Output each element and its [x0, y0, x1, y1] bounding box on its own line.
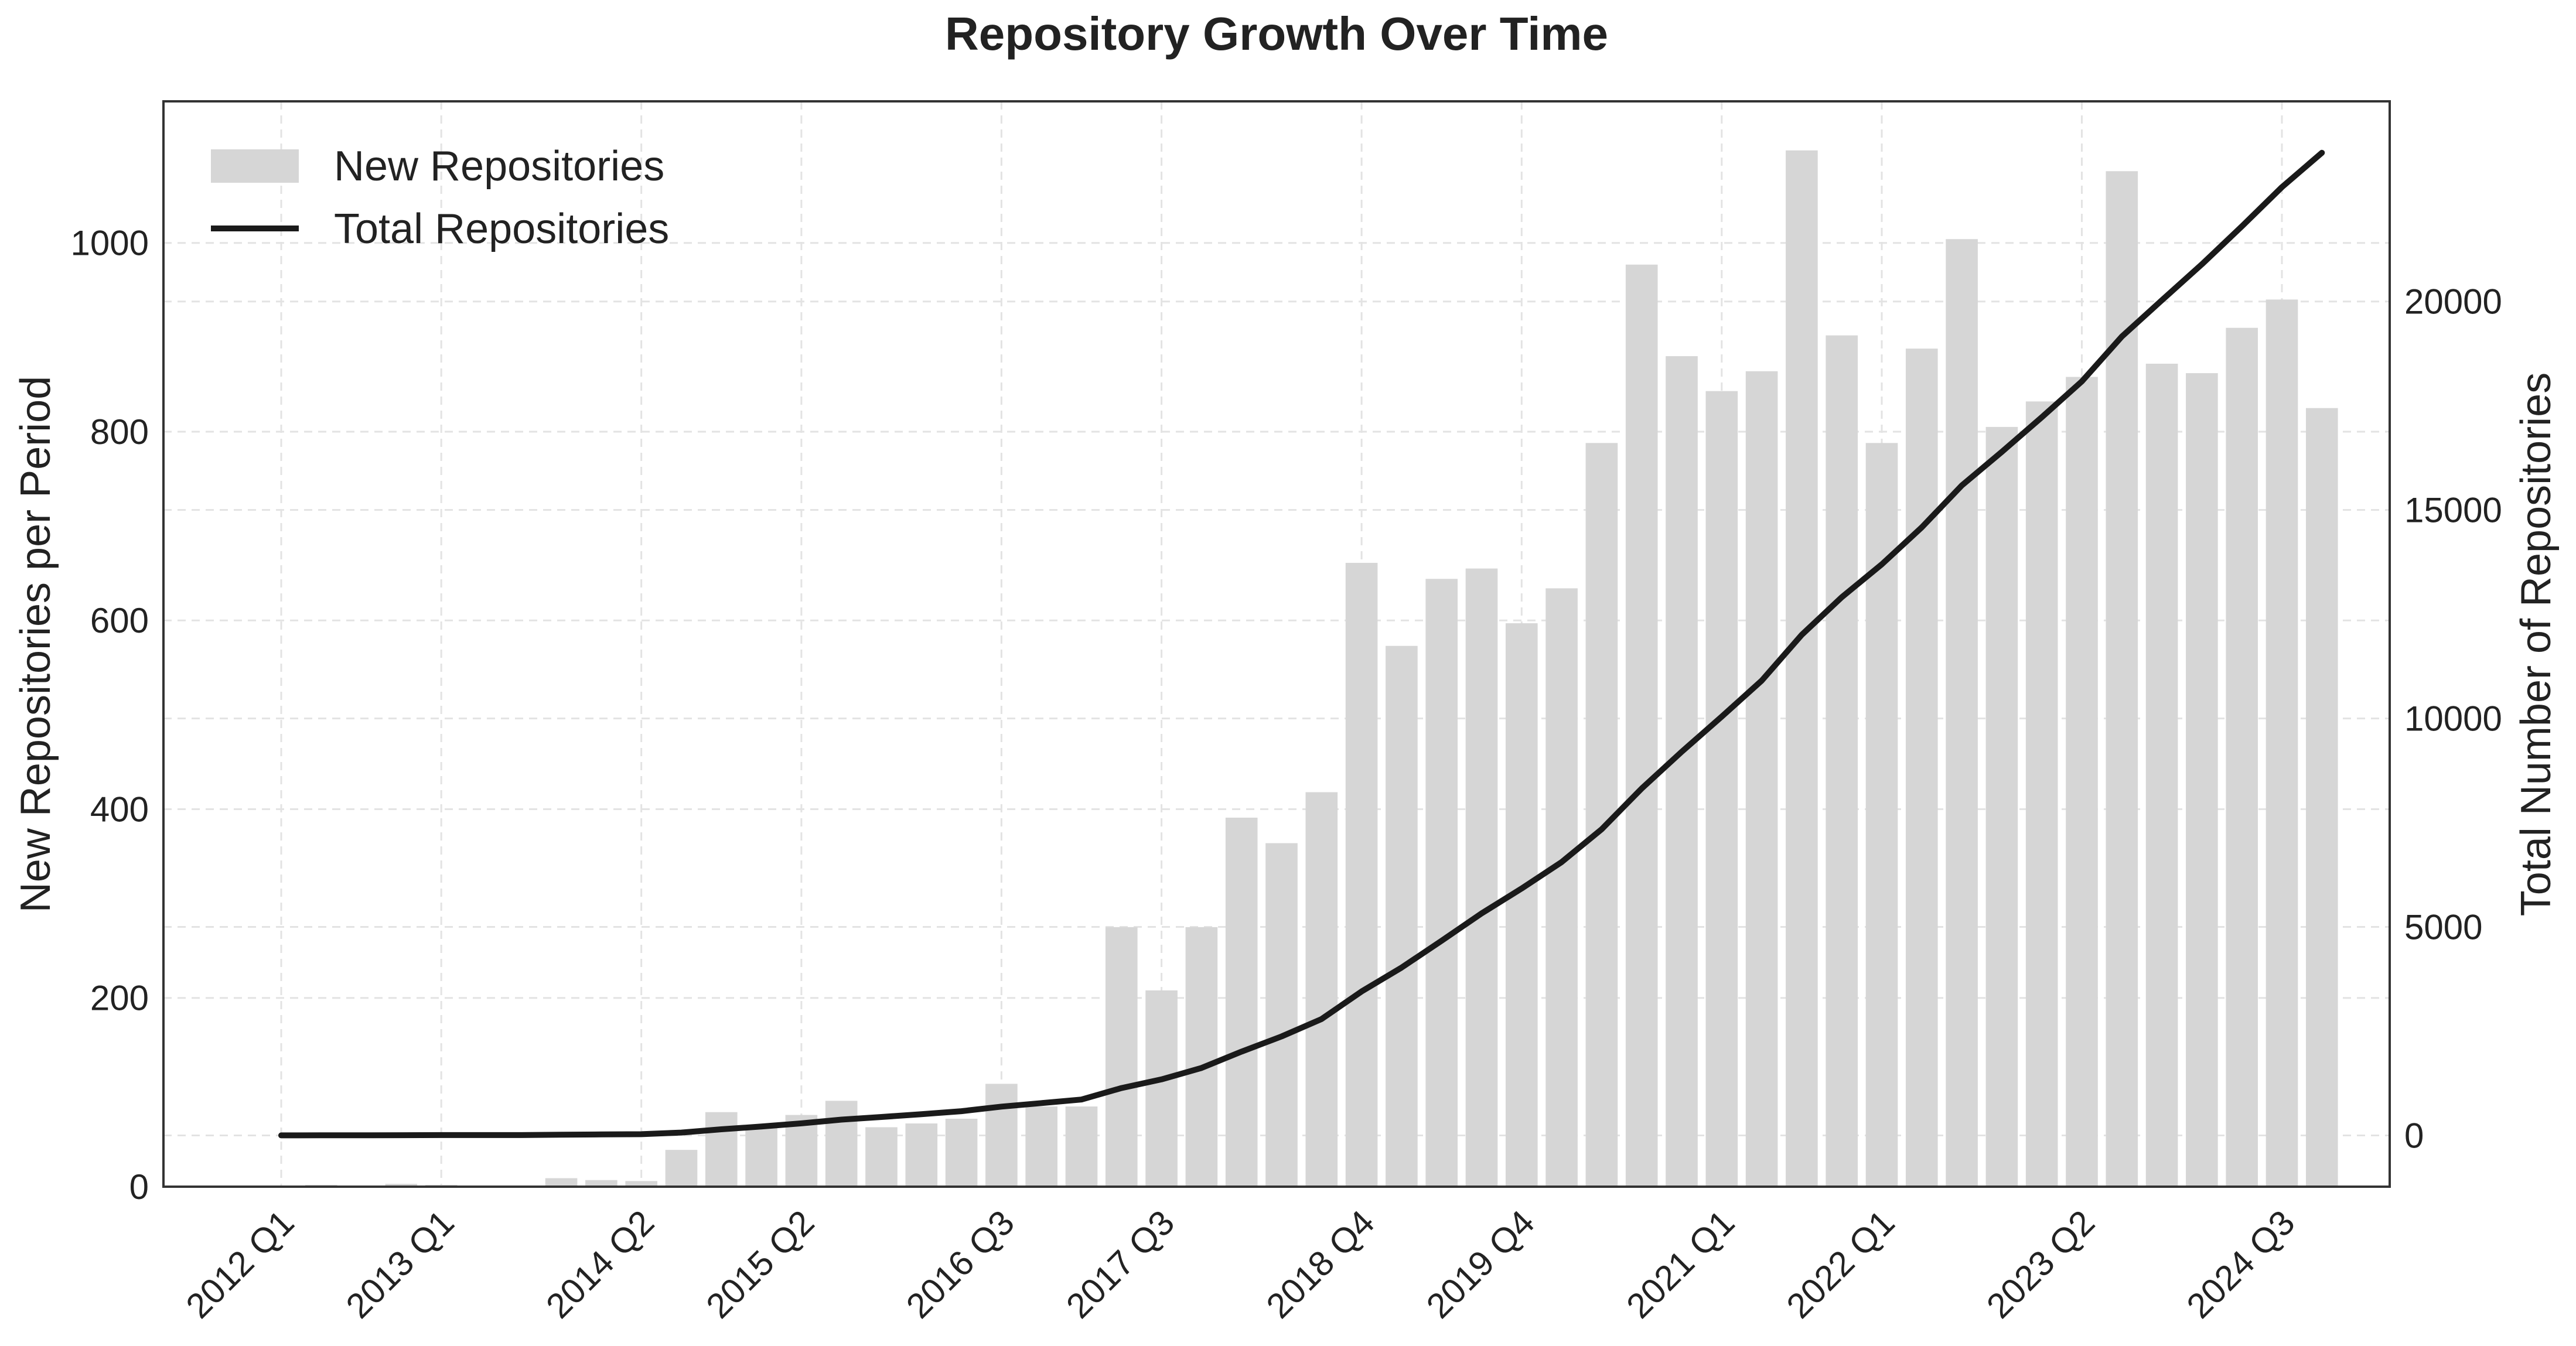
right-tick-label-15000: 15000: [2404, 491, 2502, 530]
right-tick-label-10000: 10000: [2404, 699, 2502, 739]
bar-2018-q4: [1346, 563, 1378, 1187]
bar-2020-q3: [1626, 265, 1658, 1187]
bar-2015-q3: [825, 1101, 858, 1187]
bar-2015-q4: [865, 1127, 898, 1187]
right-tick-label-0: 0: [2404, 1116, 2424, 1155]
bar-2019-q2: [1425, 579, 1458, 1187]
bar-2014-q4: [705, 1112, 738, 1187]
bar-2022-q2: [1906, 349, 1938, 1187]
chart-title: Repository Growth Over Time: [945, 8, 1608, 60]
bar-2021-q2: [1746, 371, 1778, 1187]
right-axis-label: Total Number of Repositories: [2513, 373, 2560, 916]
bar-2018-q1: [1226, 818, 1258, 1187]
bar-2024-q1: [2186, 373, 2218, 1187]
bar-2024-q3: [2266, 299, 2298, 1187]
left-tick-label-200: 200: [90, 979, 149, 1018]
bar-2018-q3: [1305, 792, 1338, 1187]
bar-2024-q2: [2226, 328, 2258, 1187]
bar-2020-q4: [1666, 356, 1698, 1187]
bar-2023-q4: [2146, 364, 2178, 1187]
bar-2019-q3: [1466, 569, 1498, 1187]
left-axis-label: New Repositories per Period: [12, 376, 59, 913]
bar-2022-q4: [1986, 427, 2018, 1187]
left-tick-label-600: 600: [90, 601, 149, 640]
bar-2017-q1: [1066, 1106, 1098, 1187]
bar-2020-q1: [1545, 588, 1578, 1187]
bar-2013-q4: [545, 1178, 578, 1187]
bar-2019-q4: [1506, 623, 1538, 1187]
bar-2021-q1: [1705, 391, 1738, 1187]
bar-2018-q2: [1265, 843, 1298, 1187]
bar-2015-q1: [745, 1125, 777, 1187]
bar-2016-q3: [985, 1084, 1018, 1187]
right-tick-label-5000: 5000: [2404, 908, 2482, 947]
legend-label-new-repositories: New Repositories: [334, 143, 664, 190]
bar-2021-q3: [1786, 151, 1818, 1187]
bar-2016-q2: [946, 1119, 978, 1187]
bar-2014-q3: [666, 1150, 698, 1187]
bar-2017-q4: [1186, 927, 1218, 1187]
legend-label-total-repositories: Total Repositories: [334, 206, 669, 252]
bar-2016-q4: [1025, 1106, 1057, 1187]
bar-2016-q1: [905, 1123, 937, 1187]
bar-2021-q4: [1826, 336, 1858, 1187]
bar-2022-q3: [1946, 239, 1978, 1187]
bar-2023-q2: [2066, 377, 2098, 1187]
legend-swatch-new-repositories: [211, 149, 299, 183]
left-tick-label-1000: 1000: [71, 224, 149, 263]
left-tick-label-400: 400: [90, 790, 149, 829]
right-tick-label-20000: 20000: [2404, 282, 2502, 322]
bar-2019-q1: [1386, 646, 1418, 1187]
bar-2024-q4: [2306, 408, 2338, 1187]
left-tick-label-800: 800: [90, 412, 149, 452]
bar-2017-q2: [1106, 927, 1138, 1187]
bar-2017-q3: [1145, 990, 1178, 1187]
left-tick-label-0: 0: [129, 1167, 149, 1207]
bar-2023-q1: [2026, 401, 2058, 1187]
